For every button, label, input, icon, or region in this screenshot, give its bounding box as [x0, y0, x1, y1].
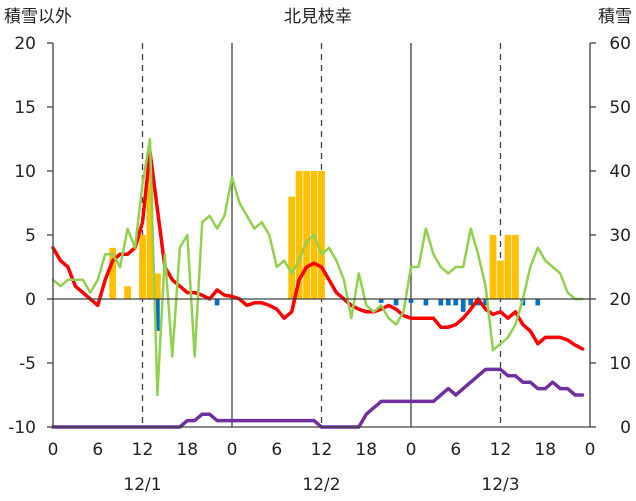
- right-tick-label: 60: [609, 34, 631, 54]
- snowfall-bar: [318, 171, 325, 299]
- negative-bar: [475, 299, 481, 306]
- negative-bar: [214, 299, 220, 306]
- negative-bar: [453, 299, 459, 306]
- bar-series: [109, 171, 541, 331]
- x-tick-label: 12: [132, 440, 154, 460]
- x-tick-label: 0: [227, 440, 238, 460]
- snowfall-bar: [497, 260, 504, 299]
- negative-bar: [378, 299, 384, 303]
- negative-bar: [155, 299, 160, 331]
- left-tick-label: -5: [19, 354, 36, 374]
- snowfall-bar: [154, 273, 161, 299]
- negative-bar: [535, 299, 541, 306]
- negative-bar: [468, 299, 474, 306]
- left-tick-label: -10: [8, 418, 36, 438]
- left-tick-label: 20: [14, 34, 36, 54]
- snowfall-bar: [504, 235, 512, 299]
- right-tick-label: 30: [609, 226, 631, 246]
- left-axis-title: 積雪以外: [4, 7, 72, 27]
- x-tick-label: 6: [92, 440, 103, 460]
- x-tick-label: 6: [450, 440, 461, 460]
- purple-series-line: [51, 367, 585, 429]
- snowfall-bar: [295, 171, 303, 299]
- green-series-line: [51, 137, 584, 397]
- right-axis-title: 積雪: [598, 7, 632, 27]
- x-tick-label: 0: [406, 440, 417, 460]
- red-series-line: [51, 150, 585, 351]
- left-tick-label: 5: [25, 226, 36, 246]
- left-tick-label: 0: [25, 290, 36, 310]
- negative-bar: [460, 299, 466, 312]
- x-tick-label: 0: [48, 440, 59, 460]
- x-tick-label: 18: [176, 440, 198, 460]
- snowfall-bar: [139, 235, 146, 299]
- snowfall-bar: [124, 286, 131, 299]
- date-label: 12/1: [123, 475, 161, 495]
- left-tick-label: 15: [14, 98, 36, 118]
- snowfall-bar: [512, 235, 519, 299]
- left-tick-label: 10: [14, 162, 36, 182]
- snowfall-bar: [109, 247, 117, 299]
- date-label: 12/3: [481, 475, 519, 495]
- negative-bar: [445, 299, 451, 306]
- right-tick-label: 20: [609, 290, 631, 310]
- snowfall-bar: [489, 235, 497, 299]
- right-tick-label: 10: [609, 354, 631, 374]
- right-tick-label: 40: [609, 162, 631, 182]
- x-tick-label: 18: [355, 440, 377, 460]
- snowfall-bar: [303, 171, 310, 299]
- snowfall-bar: [288, 196, 296, 299]
- negative-bar: [483, 299, 488, 306]
- chart-title: 北見枝幸: [284, 7, 352, 27]
- negative-bar: [438, 299, 444, 306]
- right-tick-label: 50: [609, 98, 631, 118]
- x-tick-label: 0: [585, 440, 596, 460]
- negative-bar: [393, 299, 399, 306]
- x-tick-label: 12: [311, 440, 333, 460]
- x-tick-label: 6: [271, 440, 282, 460]
- date-label: 12/2: [302, 475, 340, 495]
- x-tick-label: 12: [490, 440, 512, 460]
- snowfall-bar: [146, 171, 154, 299]
- negative-bar: [423, 299, 429, 306]
- axes: [47, 42, 596, 428]
- right-tick-label: 0: [620, 418, 631, 438]
- negative-bar: [408, 299, 414, 303]
- x-tick-label: 18: [534, 440, 556, 460]
